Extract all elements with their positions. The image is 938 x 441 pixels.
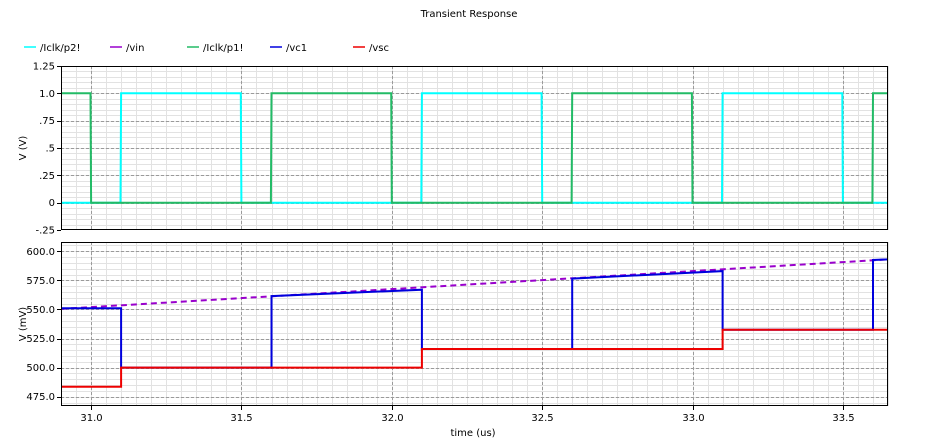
series-line: [61, 92, 888, 204]
top-panel: -.25 0 .25 .5 .75 1.0 1.25 V (V): [18, 62, 889, 237]
legend-item: /vin: [110, 43, 144, 54]
chart-title: Transient Response: [420, 9, 518, 20]
x-tick-label: 33.0: [682, 413, 704, 424]
y-tick-label: 475.0: [26, 392, 55, 403]
legend-label: /vin: [126, 43, 144, 54]
legend-label: /Iclk/p1!: [203, 43, 243, 54]
series-group: [61, 258, 888, 388]
y-axis-label: V (mV): [18, 307, 29, 342]
x-tick-label: 33.5: [832, 413, 854, 424]
legend-item: /vc1: [270, 43, 307, 54]
y-tick-label: 525.0: [26, 334, 55, 345]
y-tick-label: 575.0: [26, 276, 55, 287]
bottom-panel: 475.0 500.0 525.0 550.0 575.0 600.0 V (mV) 31.0…: [18, 242, 889, 424]
x-tick-label: 31.5: [230, 413, 252, 424]
legend-label: /vsc: [369, 43, 389, 54]
series-line: [61, 328, 888, 388]
y-tick-label: .75: [39, 116, 55, 127]
y-tick-label: 600.0: [26, 247, 55, 258]
series-line: [61, 92, 888, 204]
y-tick-label: 550.0: [26, 305, 55, 316]
legend-item: /Iclk/p1!: [187, 43, 243, 54]
x-tick-label: 32.5: [531, 413, 553, 424]
legend-label: /vc1: [286, 43, 307, 54]
y-tick-label: 1.25: [33, 62, 55, 73]
legend-item: /Iclk/p2!: [24, 43, 80, 54]
x-tick-label: 32.0: [381, 413, 403, 424]
series-group: [61, 92, 888, 204]
y-tick-label: 500.0: [26, 363, 55, 374]
x-axis-label: time (us): [450, 428, 495, 439]
x-tick-label: 31.0: [80, 413, 102, 424]
y-tick-label: -.25: [35, 226, 55, 237]
plot-frame: [61, 66, 888, 230]
y-tick-label: 0: [49, 198, 55, 209]
plot-frame: [61, 242, 888, 406]
legend-item: /vsc: [353, 43, 389, 54]
y-tick-label: 1.0: [39, 89, 55, 100]
y-tick-label: .25: [39, 171, 55, 182]
legend-label: /Iclk/p2!: [40, 43, 80, 54]
legend: /Iclk/p2! /vin/Iclk/p1! /vc1/vsc: [24, 43, 389, 54]
series-line: [61, 258, 888, 310]
y-axis-label: V (V): [18, 136, 29, 161]
y-tick-label: .5: [45, 144, 55, 155]
